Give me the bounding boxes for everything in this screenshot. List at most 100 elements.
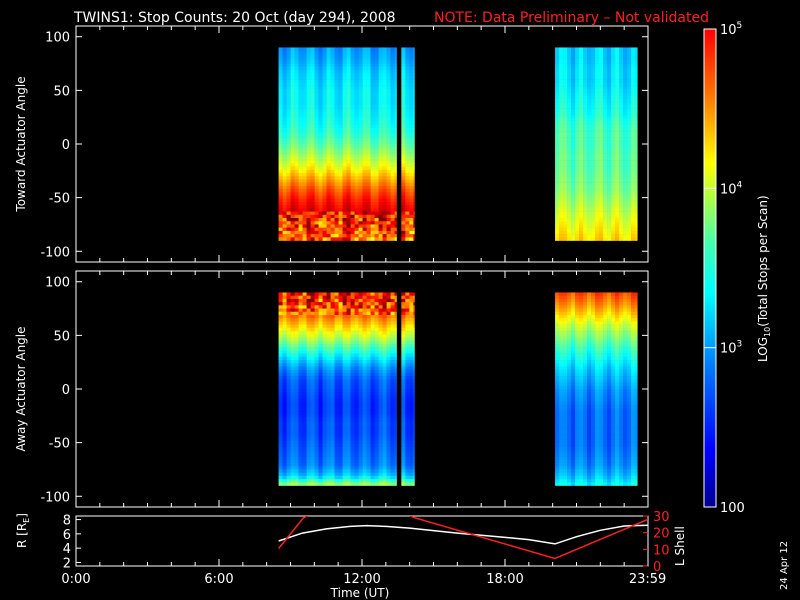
heatmap-cell	[342, 60, 347, 64]
heatmap-cell	[413, 134, 415, 138]
heatmap-cell	[302, 172, 307, 177]
heatmap-cell	[579, 111, 584, 116]
heatmap-cell	[290, 389, 295, 393]
heatmap-cell	[579, 76, 584, 80]
heatmap-cell	[354, 166, 359, 171]
heatmap-cell	[378, 127, 383, 132]
heatmap-cell	[346, 137, 351, 142]
heatmap-cell	[587, 92, 592, 97]
heatmap-cell	[278, 350, 283, 354]
heatmap-cell	[338, 50, 343, 55]
heatmap-cell	[382, 86, 387, 90]
heatmap-cell	[386, 111, 391, 116]
heatmap-cell	[571, 237, 576, 241]
heatmap-cell	[290, 340, 295, 345]
heatmap-cell	[394, 160, 397, 164]
heatmap-cell	[370, 392, 375, 396]
heatmap-cell	[378, 469, 383, 473]
heatmap-cell	[358, 124, 363, 129]
heatmap-cell	[302, 92, 307, 97]
heatmap-cell	[378, 118, 383, 122]
heatmap-cell	[413, 156, 415, 161]
heatmap-cell	[413, 108, 415, 113]
heatmap-cell	[290, 392, 295, 396]
heatmap-cell	[354, 314, 359, 319]
heatmap-cell	[358, 66, 363, 71]
heatmap-cell	[278, 50, 283, 55]
heatmap-cell	[334, 47, 339, 51]
heatmap-cell	[635, 153, 638, 158]
heatmap-cell	[366, 405, 371, 409]
heatmap-cell	[302, 382, 307, 387]
heatmap-cell	[330, 89, 335, 93]
heatmap-cell	[571, 144, 576, 148]
heatmap-cell	[559, 156, 564, 161]
heatmap-cell	[282, 446, 287, 451]
heatmap-cell	[386, 234, 391, 238]
heatmap-cell	[631, 89, 636, 93]
heatmap-cell	[342, 369, 347, 374]
heatmap-cell	[386, 92, 391, 97]
heatmap-cell	[358, 356, 363, 361]
heatmap-cell	[286, 327, 291, 332]
heatmap-cell	[322, 201, 327, 206]
heatmap-cell	[413, 140, 415, 145]
heatmap-cell	[330, 47, 335, 51]
heatmap-cell	[298, 124, 303, 129]
heatmap-cell	[290, 150, 295, 154]
heatmap-cell	[623, 205, 628, 209]
heatmap-cell	[290, 463, 295, 467]
heatmap-cell	[358, 417, 363, 422]
heatmap-cell	[354, 479, 359, 483]
heatmap-cell	[326, 82, 331, 87]
heatmap-cell	[591, 150, 596, 154]
heatmap-cell	[579, 140, 584, 145]
heatmap-cell	[294, 398, 299, 403]
heatmap-cell	[330, 376, 335, 380]
heatmap-cell	[334, 308, 339, 313]
heatmap-cell	[298, 308, 303, 313]
heatmap-cell	[591, 111, 596, 116]
heatmap-cell	[326, 185, 331, 190]
heatmap-cell	[314, 198, 319, 203]
heatmap-cell	[302, 98, 307, 103]
heatmap-cell	[619, 140, 624, 145]
heatmap-cell	[591, 224, 596, 228]
heatmap-cell	[286, 437, 291, 441]
heatmap-cell	[405, 89, 410, 93]
heatmap-cell	[583, 144, 588, 148]
heatmap-cell	[567, 166, 572, 171]
heatmap-cell	[579, 150, 584, 154]
heatmap-cell	[559, 205, 564, 209]
heatmap-cell	[595, 234, 600, 238]
heatmap-cell	[378, 343, 383, 348]
heatmap-cell	[413, 137, 415, 142]
heatmap-cell	[326, 443, 331, 448]
heatmap-cell	[322, 221, 327, 225]
heatmap-cell	[386, 302, 391, 306]
heatmap-cell	[571, 166, 576, 171]
heatmap-cell	[567, 108, 572, 113]
heatmap-cell	[322, 376, 327, 380]
heatmap-cell	[611, 108, 616, 113]
heatmap-cell	[567, 176, 572, 180]
heatmap-cell	[374, 156, 379, 161]
heatmap-cell	[318, 127, 323, 132]
heatmap-cell	[413, 227, 415, 232]
heatmap-cell	[362, 66, 367, 71]
heatmap-cell	[559, 160, 564, 164]
heatmap-cell	[342, 395, 347, 399]
heatmap-cell	[294, 92, 299, 97]
heatmap-cell	[362, 89, 367, 93]
heatmap-cell	[631, 172, 636, 177]
heatmap-cell	[563, 118, 568, 122]
heatmap-cell	[294, 379, 299, 383]
heatmap-cell	[294, 214, 299, 219]
heatmap-cell	[322, 408, 327, 412]
heatmap-cell	[378, 366, 383, 370]
heatmap-cell	[615, 79, 620, 84]
heatmap-cell	[571, 227, 576, 232]
heatmap-cell	[286, 89, 291, 93]
heatmap-cell	[635, 195, 638, 200]
heatmap-cell	[330, 237, 335, 241]
